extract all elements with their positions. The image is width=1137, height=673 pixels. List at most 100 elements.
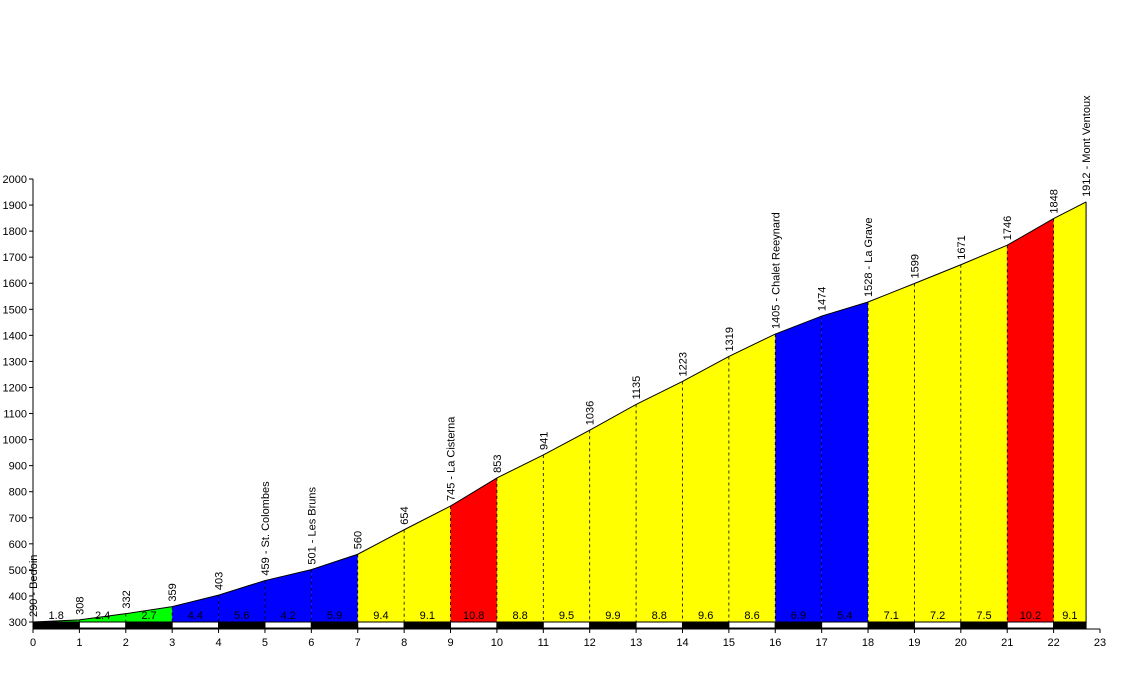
x-tick-label: 2	[123, 637, 129, 649]
y-tick-label: 1900	[3, 200, 27, 212]
km-scale-block	[125, 621, 173, 629]
gradient-label: 9.5	[559, 610, 574, 622]
gradient-label: 5.9	[327, 610, 342, 622]
x-tick-label: 15	[723, 637, 735, 649]
gradient-label: 9.9	[605, 610, 620, 622]
segment-fill	[264, 569, 312, 623]
km-scale-block	[218, 621, 266, 629]
elevation-label: 745 - La Cisterna	[446, 416, 458, 501]
elevation-label: 501 - Les Bruns	[306, 486, 318, 564]
y-tick-label: 600	[9, 539, 27, 551]
y-tick-label: 400	[9, 591, 27, 603]
elevation-label: 654	[399, 506, 411, 524]
km-scale-block	[1053, 621, 1087, 629]
x-tick-label: 14	[676, 637, 688, 649]
gradient-label: 4.2	[281, 610, 296, 622]
x-tick-label: 18	[862, 637, 874, 649]
segment-fill	[543, 430, 590, 623]
elevation-label: 1912 - Mont Ventoux	[1081, 95, 1093, 197]
gradient-label: 9.1	[1062, 610, 1077, 622]
elevation-label: 332	[121, 590, 133, 608]
elevation-label: 1746	[1002, 216, 1014, 240]
elevation-label: 1405 - Chalet Reeynard	[770, 212, 782, 329]
y-tick-label: 1100	[3, 409, 27, 421]
elevation-label: 290 - Bedoin	[28, 555, 40, 617]
segment-fill	[636, 381, 683, 623]
segment-fill	[404, 506, 451, 623]
km-scale-block	[542, 621, 591, 629]
gradient-label: 8.8	[512, 610, 527, 622]
segment-fill	[682, 356, 729, 623]
y-tick-label: 700	[9, 513, 27, 525]
x-tick-label: 13	[630, 637, 642, 649]
segment-fill	[589, 404, 637, 623]
elevation-label: 1036	[585, 401, 597, 425]
gradient-label: 5.4	[837, 610, 852, 622]
x-tick-label: 9	[447, 637, 453, 649]
elevation-label: 853	[492, 455, 504, 473]
km-scale-block	[635, 621, 683, 629]
gradient-label: 10.2	[1020, 610, 1041, 622]
km-scale-block	[728, 621, 776, 629]
gradient-labels: 1.8 2.4 2.7 4.4 5.6 4.2 5.9 9.4 9.1 10.8 8.8 9.5 9.9…	[49, 610, 1078, 622]
km-scale-block	[264, 621, 312, 629]
x-axis-ticks: 0 1 2 3 4 5 6 7 8 9 10 11 12 13 14 15 16 17 18 19 20 21 22 23	[30, 629, 1106, 649]
elevation-label: 1848	[1049, 189, 1061, 213]
km-scale-block	[867, 621, 915, 629]
y-tick-label: 500	[9, 565, 27, 577]
x-tick-label: 0	[30, 637, 36, 649]
segment-fill	[79, 613, 126, 623]
elevation-label: 1135	[631, 376, 643, 400]
x-tick-label: 3	[169, 637, 175, 649]
y-tick-label: 1600	[3, 278, 27, 290]
y-tick-label: 300	[9, 617, 27, 629]
y-tick-label: 1700	[3, 252, 27, 264]
elevation-label: 1671	[956, 235, 968, 259]
x-tick-label: 11	[538, 637, 549, 649]
profile-outline	[32, 201, 1087, 623]
x-tick-label: 20	[955, 637, 967, 649]
gradient-label: 8.8	[652, 610, 667, 622]
x-tick-label: 23	[1094, 637, 1106, 649]
profile-line	[32, 201, 1087, 623]
elevation-labels: 290 - Bedoin 308 332 359 403 459 - St. Colomb…	[28, 95, 1093, 617]
y-tick-label: 1300	[3, 356, 27, 368]
gradient-label: 8.6	[744, 610, 759, 622]
segment-fill	[496, 454, 544, 623]
x-tick-label: 12	[584, 637, 596, 649]
km-scale-block	[357, 621, 405, 629]
x-tick-label: 22	[1047, 637, 1059, 649]
elevation-label: 941	[538, 432, 550, 450]
km-scale-block	[78, 621, 127, 629]
km-scale-block	[913, 621, 962, 629]
x-tick-label: 21	[1001, 637, 1013, 649]
y-tick-label: 2000	[3, 174, 27, 186]
y-tick-label: 1200	[3, 382, 27, 394]
segment-fill	[1007, 218, 1054, 623]
elevation-label: 560	[353, 531, 365, 549]
y-tick-label: 900	[9, 461, 27, 473]
km-scale-block	[403, 621, 452, 629]
elevation-label: 459 - St. Colombes	[260, 481, 272, 576]
km-scale-block	[821, 621, 869, 629]
gradient-label: 5.6	[234, 610, 249, 622]
y-tick-label: 800	[9, 487, 27, 499]
segment-fill	[821, 301, 869, 623]
gradient-label: 4.4	[188, 610, 203, 622]
gradient-label: 9.1	[420, 610, 435, 622]
elevation-label: 1474	[817, 287, 829, 311]
segment-fill	[914, 264, 961, 623]
segment-fill	[868, 283, 915, 623]
axes	[32, 179, 1100, 630]
segment-fill	[960, 245, 1008, 624]
km-scale-block	[774, 621, 823, 629]
y-axis-ticks: 300 400 500 600 700 800 900 1000 1100 1200 1300 140…	[3, 174, 33, 629]
segment-fills	[33, 201, 1087, 624]
y-tick-label: 1000	[3, 435, 27, 447]
km-drop-lines	[78, 218, 1055, 622]
segment-fill	[311, 554, 358, 623]
segment-fill	[1053, 201, 1087, 623]
x-tick-label: 1	[76, 637, 82, 649]
gradient-label: 9.4	[373, 610, 388, 622]
